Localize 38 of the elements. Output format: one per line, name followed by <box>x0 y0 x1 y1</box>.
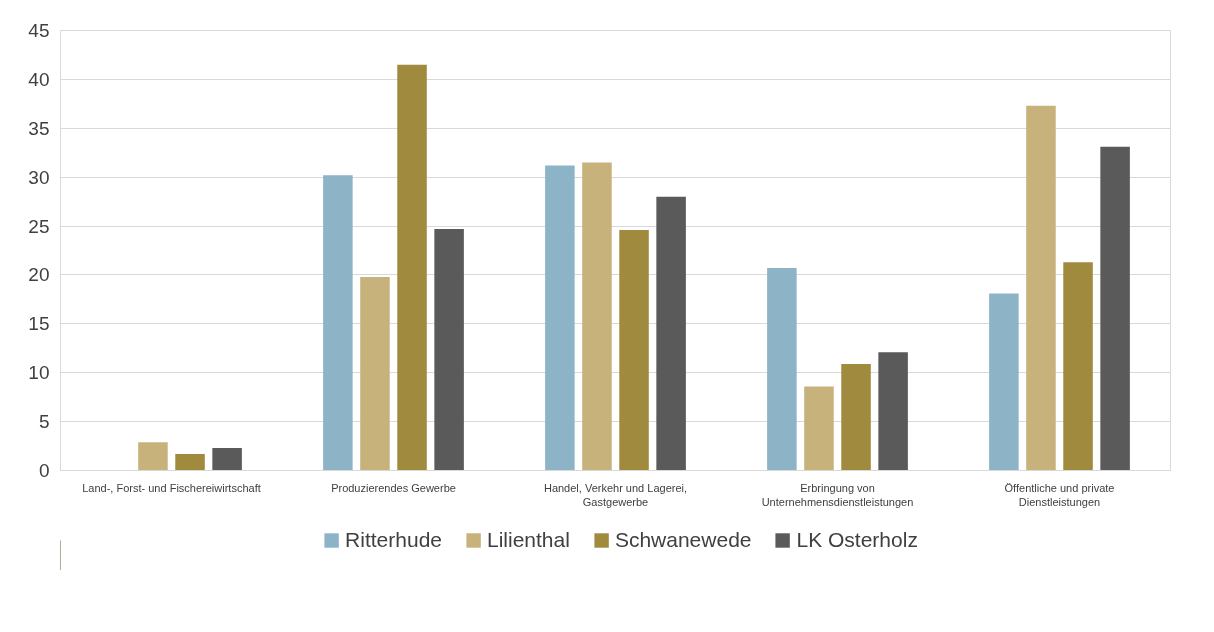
bar <box>582 162 612 471</box>
bar <box>619 229 649 471</box>
x-tick-label: Erbringung von Unternehmensdienstleistungen <box>761 481 914 508</box>
bar <box>656 196 686 471</box>
legend-label: Ritterhude <box>345 528 442 552</box>
bar <box>397 64 427 471</box>
legend-label: Lilienthal <box>487 528 570 552</box>
bar <box>1100 146 1130 471</box>
y-tick-label: 40 <box>28 68 50 90</box>
y-tick-label: 15 <box>28 313 50 335</box>
bar <box>767 268 797 471</box>
x-tick-label: Handel, Verkehr und Lagerei, Gastgewerbe <box>543 481 688 508</box>
bar <box>878 352 908 471</box>
x-tick-label: Land-, Forst- und Fischereiwirtschaft <box>82 481 261 494</box>
bar <box>360 276 390 471</box>
y-tick-label: 45 <box>28 20 50 41</box>
bar <box>545 165 575 471</box>
x-tick-label: Öffentliche und private Dienstleistungen <box>1004 481 1115 508</box>
bar <box>434 228 464 471</box>
bar <box>175 453 205 471</box>
bar <box>1063 262 1093 471</box>
bar <box>841 363 871 471</box>
bar <box>804 386 834 471</box>
bar <box>212 448 242 471</box>
y-tick-label: 10 <box>28 362 50 384</box>
bar <box>138 442 168 471</box>
y-tick-label: 20 <box>28 264 50 286</box>
y-tick-label: 5 <box>38 411 50 433</box>
legend-label: LK Osterholz <box>796 528 918 552</box>
legend-label: Schwanewede <box>614 528 752 552</box>
y-tick-label: 0 <box>38 460 50 481</box>
bar <box>989 293 1019 471</box>
bar <box>1026 105 1056 471</box>
y-tick-label: 35 <box>28 117 50 139</box>
y-tick-label: 25 <box>28 215 50 237</box>
x-tick-label: Produzierendes Gewerbe <box>331 481 456 494</box>
bar <box>323 175 353 471</box>
y-tick-label: 30 <box>28 166 50 188</box>
